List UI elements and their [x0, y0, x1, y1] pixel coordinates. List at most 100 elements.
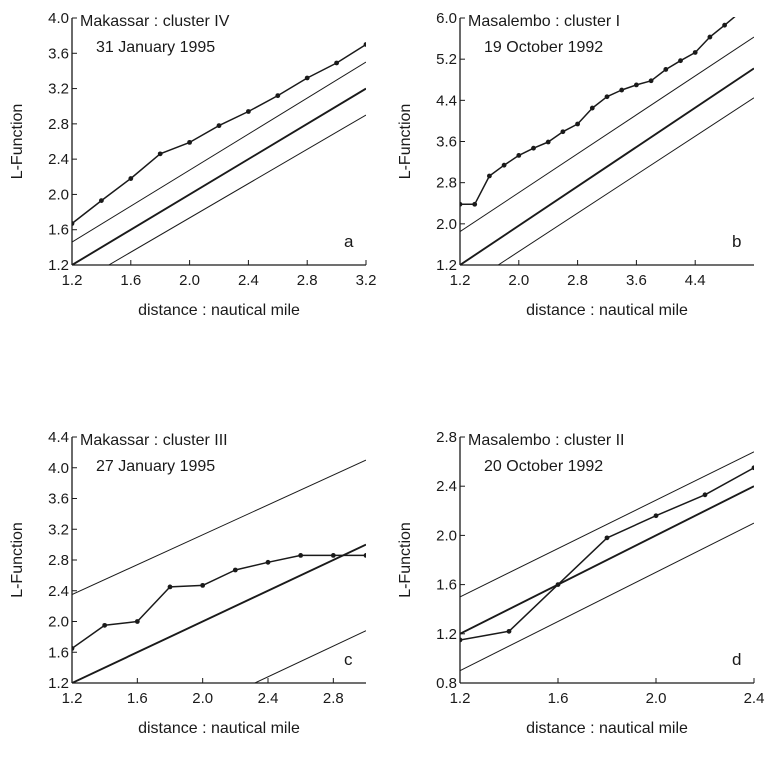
observed-point	[128, 176, 134, 181]
x-tick-label: 2.0	[646, 690, 667, 707]
observed-point	[99, 198, 104, 204]
y-tick-label: 2.0	[436, 527, 457, 544]
y-tick-label: 3.2	[48, 521, 69, 538]
y-tick-label: 2.4	[48, 151, 69, 168]
observed-point	[575, 121, 580, 127]
panel-d: 0.81.21.62.02.42.81.2 1.6 2.0 2.4Masalembo …	[397, 429, 764, 737]
observed-point	[232, 567, 238, 573]
observed-point	[363, 552, 366, 558]
upper-line	[460, 451, 754, 598]
x-axis-title: distance : nautical mile	[526, 302, 688, 319]
observed-point	[460, 637, 463, 643]
panel-date: 20 October 1992	[484, 458, 603, 475]
panel-title: Masalembo : cluster II	[468, 432, 625, 449]
observed-point	[102, 622, 108, 628]
observed-point	[663, 67, 669, 72]
y-tick-label: 2.8	[436, 175, 457, 192]
x-tick-label: 1.2	[450, 272, 471, 289]
y-tick-label: 2.0	[48, 186, 69, 203]
lower-line	[108, 114, 366, 265]
observed-point	[648, 78, 654, 84]
observed-point	[752, 0, 757, 5]
observed-point	[265, 559, 271, 565]
panel-letter: b	[732, 232, 741, 251]
x-tick-label: 2.0	[508, 272, 529, 289]
upper-line	[72, 459, 366, 596]
y-tick-label: 3.6	[48, 491, 69, 508]
lower-line	[460, 522, 754, 672]
observed-point	[678, 58, 683, 64]
panel-title: Masalembo : cluster I	[468, 13, 620, 30]
observed-point	[472, 201, 478, 207]
observed-line	[460, 17, 736, 206]
y-tick-label: 1.2	[48, 675, 69, 692]
observed-point	[275, 93, 281, 99]
upper-line	[460, 36, 754, 233]
x-tick-label: 2.8	[567, 272, 588, 289]
observed-point	[506, 628, 512, 634]
y-tick-label: 3.2	[48, 81, 69, 98]
observed-point	[216, 123, 222, 129]
observed-point	[460, 201, 463, 207]
panel-date: 19 October 1992	[484, 39, 603, 56]
x-tick-label: 1.2	[62, 690, 83, 707]
y-tick-label: 6.0	[436, 10, 457, 27]
observed-point	[134, 619, 140, 624]
y-tick-label: 2.0	[48, 614, 69, 631]
observed-point	[751, 465, 754, 471]
observed-point	[560, 129, 566, 135]
y-tick-label: 2.8	[48, 552, 69, 569]
observed-line	[460, 467, 754, 641]
observed-point	[246, 109, 251, 114]
y-tick-label: 1.6	[436, 577, 457, 594]
x-axis-title: distance : nautical mile	[138, 720, 300, 737]
expected-line	[460, 67, 754, 265]
observed-point	[501, 162, 507, 168]
y-tick-label: 3.6	[48, 45, 69, 62]
observed-line	[72, 554, 366, 650]
observed-point	[619, 87, 625, 93]
x-tick-label: 1.2	[450, 690, 471, 707]
x-tick-label: 1.2	[62, 272, 83, 289]
y-tick-label: 1.6	[48, 644, 69, 661]
panel-title: Makassar : cluster III	[80, 432, 228, 449]
x-tick-label: 1.6	[548, 690, 569, 707]
observed-point	[653, 513, 659, 519]
x-axis-title: distance : nautical mile	[526, 720, 688, 737]
observed-point	[516, 152, 522, 158]
y-axis-title: L-Function	[9, 104, 26, 180]
observed-point	[487, 173, 492, 179]
observed-point	[167, 584, 173, 590]
observed-point	[157, 151, 163, 157]
panel-date: 31 January 1995	[96, 39, 215, 56]
observed-point	[200, 582, 206, 588]
y-tick-label: 2.8	[48, 116, 69, 133]
y-tick-label: 2.4	[48, 583, 69, 600]
expected-line	[460, 485, 754, 635]
y-axis-title: L-Function	[397, 522, 414, 598]
x-tick-label: 3.2	[356, 272, 377, 289]
y-tick-label: 2.0	[436, 216, 457, 233]
x-tick-label: 2.4	[238, 272, 259, 289]
observed-point	[604, 94, 610, 100]
observed-point	[187, 139, 193, 145]
panel-title: Makassar : cluster IV	[80, 13, 230, 30]
x-axis-title: distance : nautical mile	[138, 302, 300, 319]
x-tick-label: 2.0	[192, 690, 213, 707]
x-tick-label: 2.4	[744, 690, 765, 707]
y-tick-label: 1.2	[436, 257, 457, 274]
observed-point	[298, 552, 304, 558]
upper-line	[72, 61, 366, 243]
x-tick-label: 4.4	[685, 272, 706, 289]
expected-line	[72, 87, 366, 265]
panel-a: 1.2 1.6 2.0 2.4 2.8 3.2 3.6 4.0 1.2 1.6 2.0 2.4 2.8 3…	[9, 10, 376, 319]
observed-point	[604, 535, 610, 541]
observed-point	[72, 221, 75, 226]
observed-point	[72, 646, 75, 651]
y-tick-label: 4.0	[48, 460, 69, 477]
panel-letter: a	[344, 232, 354, 251]
y-tick-label: 4.0	[48, 10, 69, 27]
observed-point	[589, 105, 595, 111]
x-tick-label: 2.8	[297, 272, 318, 289]
